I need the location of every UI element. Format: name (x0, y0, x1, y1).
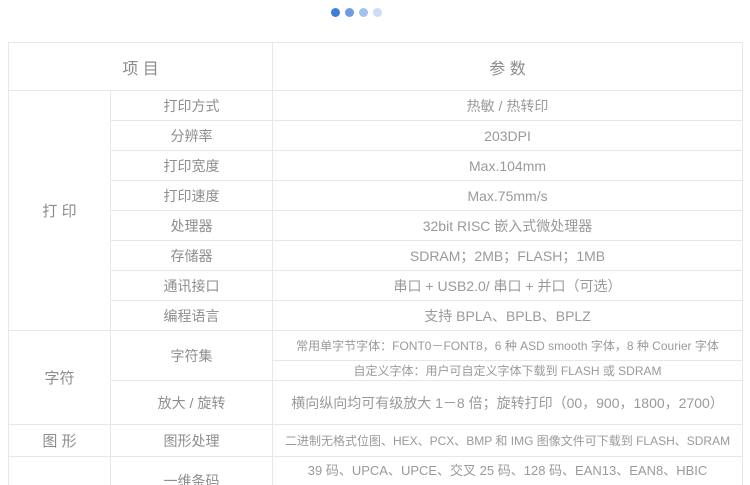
spec-item-label: 打印宽度 (109, 150, 274, 181)
spec-item-label: 通讯接口 (109, 270, 274, 301)
table-row: 存储器 SDRAM；2MB；FLASH；1MB (9, 240, 744, 271)
table-row: 通讯接口 串口 + USB2.0/ 串口 + 并口（可选） (9, 270, 744, 301)
group-cell-graphics: 图 形 (8, 424, 111, 457)
carousel-dot-1[interactable] (331, 8, 340, 17)
spec-value: 32bit RISC 嵌入式微处理器 (272, 210, 744, 241)
table-row: 打 印 打印方式 热敏 / 热转印 (8, 90, 744, 331)
table-row: 字符 字符集 常用单字节字体：FONT0－FONT8，6 种 ASD smoot… (8, 330, 744, 425)
spec-value: 39 码、UPCA、UPCE、交叉 25 码、128 码、EAN13、EAN8、… (272, 456, 744, 485)
spec-item-label: 分辨率 (109, 120, 274, 151)
spec-item-label: 字符集 (109, 330, 274, 381)
table-row: 打印宽度 Max.104mm (9, 150, 744, 181)
spec-value: Max.75mm/s (272, 180, 744, 211)
spec-value: 热敏 / 热转印 (272, 90, 744, 121)
spec-value: 自定义字体：用户可自定义字体下载到 FLASH 或 SDRAM (272, 360, 744, 381)
column-header-item: 项 目 (7, 42, 274, 91)
spec-value: 横向纵向均可有级放大 1－8 倍；旋转打印（00，900，1800，2700） (272, 380, 744, 425)
table-row: 一维条码 39 码、UPCA、UPCE、交叉 25 码、128 码、EAN13、… (8, 456, 744, 485)
spec-value: 支持 BPLA、BPLB、BPLZ (272, 300, 744, 331)
spec-value: 二进制无格式位图、HEX、PCX、BMP 和 IMG 图像文件可下载到 FLAS… (272, 424, 744, 457)
table-header-row: 项 目 参 数 (7, 42, 744, 91)
group-cell-print: 打 印 (8, 90, 111, 331)
table-row: 分辨率 203DPI (9, 120, 744, 151)
spec-item-label: 存储器 (109, 240, 274, 271)
group-cell-barcode (8, 456, 111, 485)
spec-value-line: 39 码、UPCA、UPCE、交叉 25 码、128 码、EAN13、EAN8、… (307, 463, 708, 478)
spec-item-label: 打印速度 (109, 180, 274, 211)
spec-item-label: 一维条码 (109, 456, 274, 485)
carousel-pagination (331, 8, 382, 17)
spec-value: 203DPI (272, 120, 744, 151)
carousel-dot-4[interactable] (373, 8, 382, 17)
spec-table: 项 目 参 数 打 印 打印方式 热敏 / 热转印 分辨率 203DPI 打印宽… (7, 42, 744, 485)
spec-item-label: 打印方式 (109, 90, 274, 121)
table-row: 图 形 图形处理 二进制无格式位图、HEX、PCX、BMP 和 IMG 图像文件… (8, 424, 744, 457)
spec-item-label: 放大 / 旋转 (109, 380, 274, 425)
spec-item-label: 图形处理 (109, 424, 274, 457)
spec-value: 常用单字节字体：FONT0－FONT8，6 种 ASD smooth 字体，8 … (272, 330, 744, 361)
spec-value: Max.104mm (272, 150, 744, 181)
carousel-dot-3[interactable] (359, 8, 368, 17)
table-row: 编程语言 支持 BPLA、BPLB、BPLZ (9, 300, 744, 331)
spec-item-label: 编程语言 (109, 300, 274, 331)
table-row: 处理器 32bit RISC 嵌入式微处理器 (9, 210, 744, 241)
table-row: 放大 / 旋转 横向纵向均可有级放大 1－8 倍；旋转打印（00，900，180… (9, 380, 744, 425)
spec-value: SDRAM；2MB；FLASH；1MB (272, 240, 744, 271)
spec-item-label: 处理器 (109, 210, 274, 241)
spec-value: 串口 + USB2.0/ 串口 + 并口（可选） (272, 270, 744, 301)
column-header-param: 参 数 (272, 42, 744, 91)
carousel-dot-2[interactable] (345, 8, 354, 17)
group-cell-character: 字符 (8, 330, 111, 425)
table-row: 打印速度 Max.75mm/s (9, 180, 744, 211)
